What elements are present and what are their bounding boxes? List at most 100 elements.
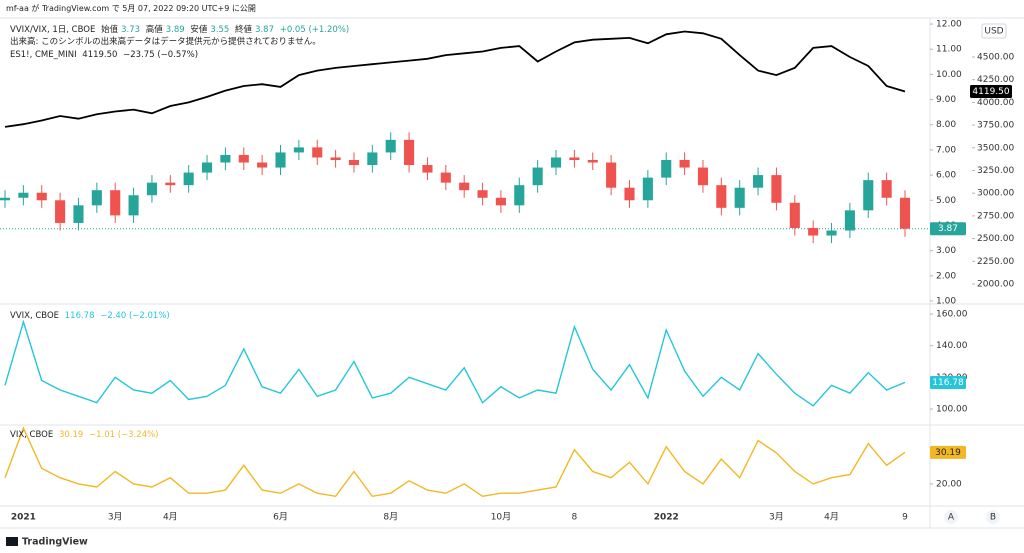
candle-body — [697, 167, 709, 186]
x-tick-label: 4月 — [824, 512, 839, 523]
candle-body — [863, 180, 874, 211]
ohlc-label: 安値 — [190, 25, 208, 35]
candle-body — [514, 185, 525, 206]
ohlc-label: 高値 — [145, 25, 163, 35]
change: −2.40 (−2.01%) — [100, 311, 170, 321]
candle-body — [146, 182, 157, 196]
candle-body — [771, 175, 782, 203]
candle-body — [606, 162, 617, 188]
candle-body — [550, 157, 562, 168]
y2-tick-label: 2250.00 — [977, 257, 1014, 267]
legend: VVIX/VIX, 1日, CBOE 始值 3.73 高値 3.89 安値 3.55 … — [10, 25, 352, 36]
candle-body — [110, 190, 121, 216]
candle-body — [220, 154, 231, 163]
y2-tick-label: 3750.00 — [977, 121, 1014, 131]
y2-tick-label: 3000.00 — [977, 189, 1014, 199]
last-value: 30.19 — [58, 430, 84, 440]
change: +0.05 (+1.20%) — [279, 25, 350, 35]
candle-body — [716, 185, 727, 208]
candle-body — [275, 152, 286, 168]
y-tick-label: 100.00 — [936, 405, 968, 415]
ohlc-label: 始值 — [101, 25, 119, 35]
x-tick-label: 2022 — [654, 513, 679, 523]
candle-body — [73, 205, 84, 223]
y-tick-label: 8.00 — [936, 120, 956, 130]
auto-scale-button[interactable] — [944, 510, 958, 524]
x-tick-label: 6月 — [273, 512, 288, 523]
candle-body — [422, 165, 433, 173]
series-title: VVIX/VIX, 1日, CBOE — [10, 25, 96, 35]
candle-body — [367, 152, 378, 166]
scale-button[interactable] — [986, 510, 1000, 524]
change: −1.01 (−3.24%) — [88, 430, 159, 440]
y2-tick-label: 2500.00 — [977, 234, 1014, 244]
y-tick-label: 9.00 — [936, 95, 956, 105]
candle-body — [293, 147, 304, 153]
last-value: 116.78 — [64, 311, 95, 321]
series-title: VIX, CBOE — [10, 430, 54, 440]
logo — [6, 537, 18, 546]
price-label-box — [930, 445, 966, 459]
candle-body — [734, 187, 745, 208]
y2-tick-label: 4250.00 — [977, 75, 1014, 85]
candle-body — [569, 157, 580, 160]
candle-body — [91, 190, 102, 206]
price-label-box — [970, 85, 1012, 99]
series-title: VVIX, CBOE — [10, 311, 60, 321]
candle-body — [789, 202, 800, 228]
candle-body — [587, 159, 598, 163]
x-tick-label: 10月 — [491, 512, 511, 523]
candle-body — [881, 180, 892, 198]
y2-tick-label: 2000.00 — [977, 280, 1014, 290]
y-tick-label: 12.00 — [936, 20, 962, 30]
y2-tick-label: 2750.00 — [977, 211, 1014, 221]
candle-body — [826, 230, 837, 236]
candle-body — [385, 139, 396, 153]
y-tick-label: 140.00 — [936, 341, 968, 351]
ohlc-value: 3.87 — [255, 25, 274, 35]
line — [4, 319, 906, 407]
candle-body — [624, 187, 635, 201]
ohlc-value: 3.73 — [121, 25, 141, 35]
y2-tick-label: 4000.00 — [977, 98, 1014, 108]
candle-body — [679, 159, 690, 168]
y2-tick-label: 3500.00 — [977, 143, 1014, 153]
candle-body — [495, 197, 506, 206]
candle-body — [165, 182, 176, 186]
candle-body — [36, 192, 47, 201]
button-label: B — [990, 513, 996, 523]
candle-body — [642, 177, 653, 201]
ohlc-value: 3.89 — [165, 25, 185, 35]
x-tick-label: 8月 — [383, 512, 398, 523]
x-tick-label: 9 — [902, 513, 908, 523]
price-label: 4119.50 — [972, 87, 1009, 97]
candle-body — [312, 147, 323, 158]
series-title: ES1!, CME_MINI — [10, 50, 77, 60]
y2-tick-label: 3250.00 — [977, 166, 1014, 176]
candle-body — [128, 195, 139, 216]
y-tick-label: 6.00 — [936, 171, 956, 181]
line — [4, 426, 906, 498]
price-label-box — [930, 375, 966, 389]
candle-body — [18, 192, 29, 198]
y-tick-label: 7.00 — [936, 145, 956, 155]
y-tick-label: 11.00 — [936, 45, 962, 55]
currency-box[interactable] — [981, 23, 1007, 39]
x-tick-label: 8 — [572, 513, 578, 523]
candle-body — [404, 139, 415, 166]
price-label: 3.87 — [938, 224, 958, 234]
price-label: 116.78 — [932, 378, 964, 388]
change: −23.75 (−0.57%) — [123, 50, 199, 60]
price-label: 30.19 — [935, 448, 961, 458]
ohlc-value: 3.55 — [210, 25, 230, 35]
x-tick-label: 2021 — [11, 513, 36, 523]
brand: TradingView — [22, 537, 88, 548]
x-tick-label: 3月 — [108, 512, 123, 523]
y-tick-label: 160.00 — [936, 310, 968, 320]
candle-body — [459, 182, 470, 191]
candle-body — [201, 162, 213, 173]
candle-body — [183, 172, 194, 186]
